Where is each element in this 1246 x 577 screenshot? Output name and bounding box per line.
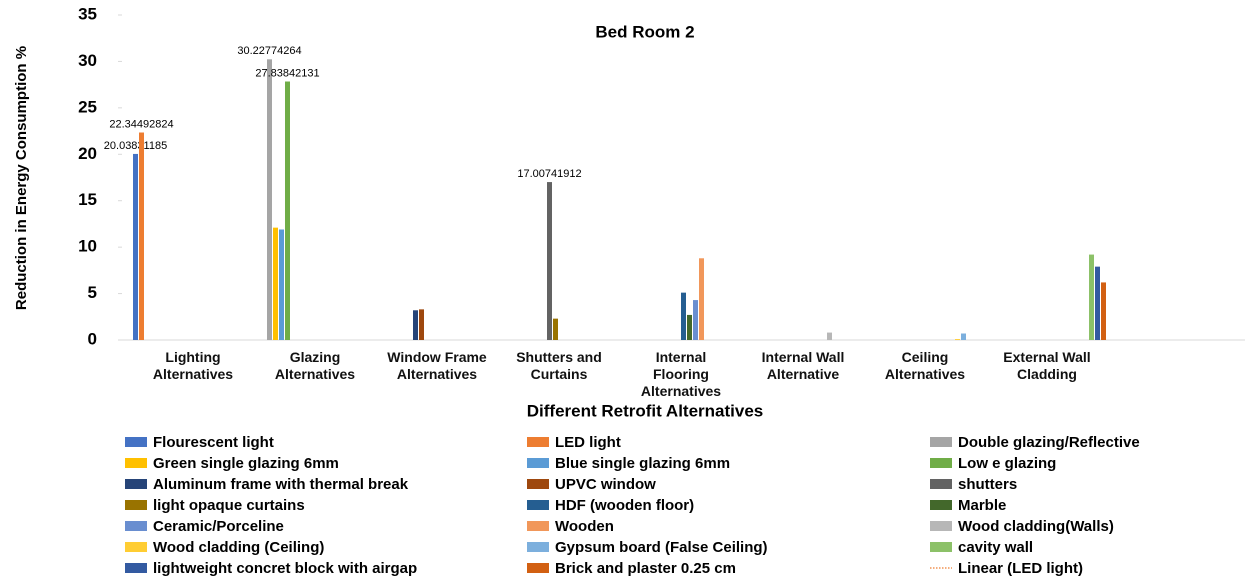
bar (961, 333, 966, 340)
legend-label: Ceramic/Porceline (153, 518, 284, 535)
legend-swatch (930, 500, 952, 510)
y-tick-label: 5 (88, 283, 97, 302)
y-tick-label: 0 (88, 329, 97, 348)
legend-label: Blue single glazing 6mm (555, 455, 730, 472)
bar (285, 81, 290, 341)
bar (827, 332, 832, 340)
data-label: 20.03831185 (104, 140, 167, 152)
legend-label: cavity wall (958, 539, 1033, 556)
y-axis-title: Reduction in Energy Consumption % (13, 46, 30, 310)
data-label: 30.22774264 (237, 45, 301, 57)
legend-label: Marble (958, 497, 1006, 514)
bar (267, 59, 272, 341)
legend-swatch (930, 437, 952, 447)
legend-swatch (527, 563, 549, 573)
legend-swatch (125, 500, 147, 510)
legend-label: UPVC window (555, 476, 656, 493)
data-label: 17.00741912 (517, 168, 581, 180)
legend-swatch (125, 521, 147, 531)
x-tick-label: Lighting Alternatives (152, 349, 234, 382)
bar (1095, 266, 1100, 340)
legend-label: Green single glazing 6mm (153, 455, 339, 472)
legend-label: Aluminum frame with thermal break (153, 476, 409, 493)
bar (419, 309, 424, 340)
bar (553, 318, 558, 340)
legend-swatch (930, 458, 952, 468)
chart-title: Bed Room 2 (595, 22, 694, 41)
legend-label: shutters (958, 476, 1017, 493)
bar (547, 182, 552, 340)
x-tick-label: Shutters and Curtains (516, 349, 602, 382)
legend-swatch (527, 500, 549, 510)
x-axis-title: Different Retrofit Alternatives (527, 401, 763, 420)
legend-swatch (125, 458, 147, 468)
bar (955, 339, 960, 340)
legend-swatch (527, 479, 549, 489)
legend-swatch (527, 437, 549, 447)
y-tick-label: 10 (78, 237, 97, 256)
legend-swatch (125, 563, 147, 573)
legend-swatch (125, 542, 147, 552)
bar (681, 292, 686, 340)
legend-label: LED light (555, 434, 621, 451)
legend-label: lightweight concret block with airgap (153, 560, 417, 577)
legend-label: Wood cladding (Ceiling) (153, 539, 324, 556)
legend-label: Wood cladding(Walls) (958, 518, 1114, 535)
bar (279, 229, 284, 340)
legend-swatch (527, 542, 549, 552)
legend-swatch (527, 521, 549, 531)
bar (699, 258, 704, 340)
legend-swatch (125, 437, 147, 447)
bar (1089, 254, 1094, 340)
x-tick-label: Glazing Alternatives (274, 349, 356, 382)
data-label: 27.83842131 (255, 67, 319, 79)
legend-swatch (930, 521, 952, 531)
legend-label: Double glazing/Reflective (958, 434, 1140, 451)
legend-label: HDF (wooden floor) (555, 497, 694, 514)
data-label: 22.34492824 (109, 118, 173, 130)
legend-swatch (930, 542, 952, 552)
y-tick-label: 20 (78, 144, 97, 163)
y-tick-label: 30 (78, 51, 97, 70)
bar (413, 310, 418, 340)
y-tick-label: 25 (78, 97, 97, 116)
y-tick-label: 35 (78, 4, 97, 23)
x-tick-label: Window Frame Alternatives (387, 349, 487, 382)
bar (693, 300, 698, 340)
x-tick-label: Internal Flooring Alternatives (640, 349, 722, 399)
legend-label: light opaque curtains (153, 497, 305, 514)
bar (1101, 282, 1106, 340)
legend-label: Wooden (555, 518, 614, 535)
bar (273, 227, 278, 340)
legend-swatch (930, 479, 952, 489)
bar (687, 314, 692, 340)
x-tick-label: External Wall Cladding (1003, 349, 1091, 382)
y-tick-label: 15 (78, 190, 97, 209)
legend-label: Brick and plaster 0.25 cm (555, 560, 736, 577)
x-tick-label: Internal Wall Alternative (761, 349, 845, 382)
legend-label: Low e glazing (958, 455, 1056, 472)
legend-swatch (527, 458, 549, 468)
bar (133, 153, 138, 340)
legend-label: Flourescent light (153, 434, 274, 451)
legend-swatch (125, 479, 147, 489)
legend-label: Linear (LED light) (958, 560, 1083, 577)
legend-label: Gypsum board (False Ceiling) (555, 539, 768, 556)
x-tick-label: Ceiling Alternatives (884, 349, 966, 382)
bar (139, 132, 144, 340)
